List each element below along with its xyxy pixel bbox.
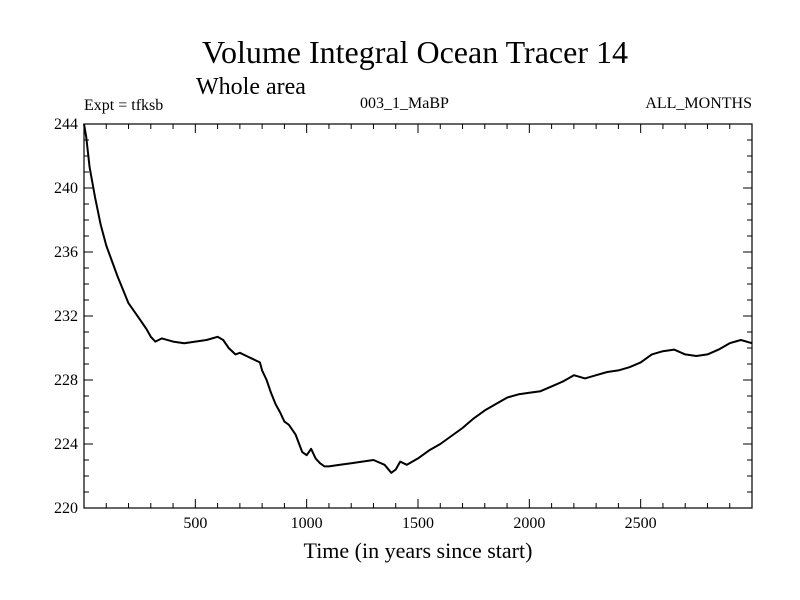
experiment-label: Expt = tfksb xyxy=(84,97,163,114)
y-tick-label: 228 xyxy=(54,372,78,389)
center-label: 003_1_MaBP xyxy=(360,95,449,112)
x-tick-label: 2500 xyxy=(625,515,657,532)
plot-axes: 500 1000 1500 2000 2500 220 224 228 232 236 240 244 xyxy=(54,116,753,532)
series-layer xyxy=(83,123,753,474)
y-tick-label: 240 xyxy=(54,180,78,197)
months-label: ALL_MONTHS xyxy=(645,95,752,112)
y-tick-label: 244 xyxy=(54,116,78,133)
y-tick-label: 220 xyxy=(54,500,78,517)
chart-title: Volume Integral Ocean Tracer 14 xyxy=(202,34,628,70)
x-tick-label: 1000 xyxy=(291,515,323,532)
y-tick-label: 224 xyxy=(54,436,78,453)
y-tick-label: 232 xyxy=(54,308,78,325)
y-tick-label: 236 xyxy=(54,244,78,261)
chart-subtitle: Whole area xyxy=(196,74,306,100)
x-tick-label: 2000 xyxy=(513,515,545,532)
x-tick-label: 500 xyxy=(183,515,207,532)
x-tick-label: 1500 xyxy=(402,515,434,532)
x-axis-label: Time (in years since start) xyxy=(304,538,533,563)
plot-frame xyxy=(83,123,753,509)
series-line xyxy=(83,123,753,474)
